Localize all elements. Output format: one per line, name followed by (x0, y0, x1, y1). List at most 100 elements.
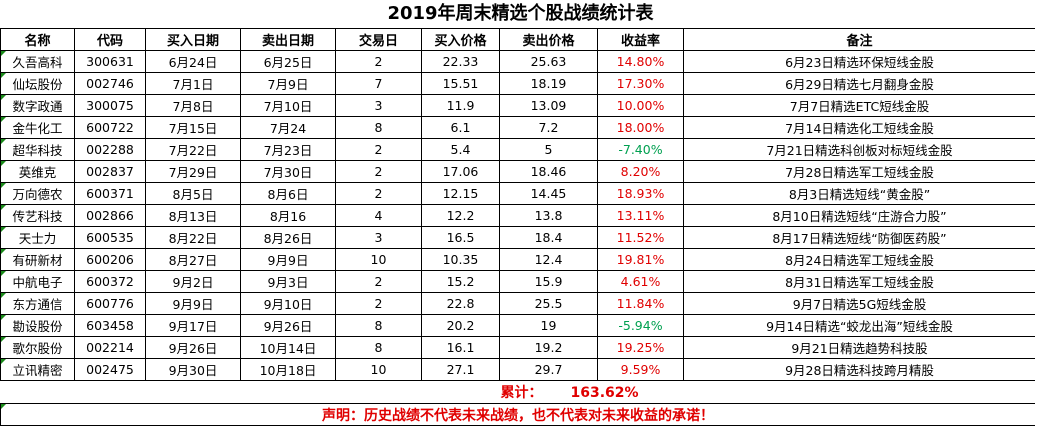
buy-date-cell: 7月1日 (145, 72, 241, 95)
name-cell: 勘设股份 (0, 314, 75, 337)
code-cell: 603458 (74, 314, 146, 337)
name-cell: 金牛化工 (0, 116, 75, 139)
sell-date-cell: 8月6日 (240, 182, 336, 205)
days-cell: 2 (335, 270, 422, 293)
return-cell: 4.61% (597, 270, 684, 293)
buy-date-cell: 7月15日 (145, 116, 241, 139)
header-sell-price: 卖出价格 (499, 28, 598, 51)
header-sell-date: 卖出日期 (240, 28, 336, 51)
buy-date-cell: 9月9日 (145, 292, 241, 315)
buy-date-cell: 7月8日 (145, 94, 241, 117)
sell-price-cell: 29.7 (499, 358, 598, 381)
note-cell: 8月31日精选军工短线金股 (683, 270, 1036, 293)
buy-date-cell: 8月13日 (145, 204, 241, 227)
days-cell: 3 (335, 226, 422, 249)
right-edge (1035, 0, 1041, 429)
name-cell: 传艺科技 (0, 204, 75, 227)
buy-date-cell: 9月30日 (145, 358, 241, 381)
note-cell: 7月21日精选科创板对标短线金股 (683, 138, 1036, 161)
buy-price-cell: 27.1 (421, 358, 500, 381)
buy-price-cell: 17.06 (421, 160, 500, 183)
table-row: 万向德农 600371 8月5日 8月6日 2 12.15 14.45 18.93% 8月3日精… (0, 182, 1036, 205)
name-cell: 天士力 (0, 226, 75, 249)
note-cell: 7月14日精选化工短线金股 (683, 116, 1036, 139)
table-row: 天士力 600535 8月22日 8月26日 3 16.5 18.4 11.52% 8月17日精… (0, 226, 1036, 249)
name-cell: 立讯精密 (0, 358, 75, 381)
return-cell: 9.59% (597, 358, 684, 381)
sell-date-cell: 8月16 (240, 204, 336, 227)
sell-price-cell: 18.19 (499, 72, 598, 95)
table-row: 传艺科技 002866 8月13日 8月16 4 12.2 13.8 13.11% 8月10日精… (0, 204, 1036, 227)
code-cell: 600206 (74, 248, 146, 271)
return-cell: -7.40% (597, 138, 684, 161)
table-row: 东方通信 600776 9月9日 9月10日 2 22.8 25.5 11.84% 9月7日精选… (0, 292, 1036, 315)
return-cell: 18.00% (597, 116, 684, 139)
sell-price-cell: 15.9 (499, 270, 598, 293)
sell-price-cell: 19.2 (499, 336, 598, 359)
sell-date-cell: 10月14日 (240, 336, 336, 359)
note-cell: 9月21日精选趋势科技股 (683, 336, 1036, 359)
table-row: 仙坛股份 002746 7月1日 7月9日 7 15.51 18.19 17.30% 6月29日… (0, 72, 1036, 95)
buy-date-cell: 8月27日 (145, 248, 241, 271)
code-cell: 600535 (74, 226, 146, 249)
sell-price-cell: 19 (499, 314, 598, 337)
sell-date-cell: 7月10日 (240, 94, 336, 117)
buy-date-cell: 7月22日 (145, 138, 241, 161)
code-cell: 002288 (74, 138, 146, 161)
buy-date-cell: 8月5日 (145, 182, 241, 205)
return-cell: 8.20% (597, 160, 684, 183)
disclaimer-text: 声明：历史战绩不代表未来战绩，也不代表对未来收益的承诺！ (0, 403, 1036, 426)
days-cell: 10 (335, 248, 422, 271)
table-row: 久吾高科 300631 6月24日 6月25日 2 22.33 25.63 14.80% 6月2… (0, 50, 1036, 73)
buy-price-cell: 22.33 (421, 50, 500, 73)
table-row: 英维克 002837 7月29日 7月30日 2 17.06 18.46 8.20% 7月28日… (0, 160, 1036, 183)
sell-date-cell: 7月30日 (240, 160, 336, 183)
buy-price-cell: 11.9 (421, 94, 500, 117)
days-cell: 7 (335, 72, 422, 95)
sell-price-cell: 25.5 (499, 292, 598, 315)
buy-price-cell: 15.51 (421, 72, 500, 95)
code-cell: 600722 (74, 116, 146, 139)
note-cell: 8月10日精选短线“庄游合力股” (683, 204, 1036, 227)
code-cell: 600776 (74, 292, 146, 315)
total-row: 累计： 163.62% (1, 381, 1036, 404)
sell-price-cell: 5 (499, 138, 598, 161)
sell-price-cell: 18.4 (499, 226, 598, 249)
header-row: 名称 代码 买入日期 卖出日期 交易日 买入价格 卖出价格 收益率 备注 (0, 28, 1036, 51)
header-buy-price: 买入价格 (421, 28, 500, 51)
code-cell: 002866 (74, 204, 146, 227)
buy-price-cell: 10.35 (421, 248, 500, 271)
sell-date-cell: 9月9日 (240, 248, 336, 271)
name-cell: 歌尔股份 (0, 336, 75, 359)
total-label: 累计： (500, 385, 543, 401)
days-cell: 8 (335, 314, 422, 337)
sell-price-cell: 13.09 (499, 94, 598, 117)
days-cell: 2 (335, 182, 422, 205)
note-cell: 9月14日精选“蛟龙出海”短线金股 (683, 314, 1036, 337)
return-cell: -5.94% (597, 314, 684, 337)
buy-price-cell: 12.2 (421, 204, 500, 227)
code-cell: 002837 (74, 160, 146, 183)
note-cell: 7月7日精选ETC短线金股 (683, 94, 1036, 117)
buy-price-cell: 5.4 (421, 138, 500, 161)
table-row: 立讯精密 002475 9月30日 10月18日 10 27.1 29.7 9.59% 9月28… (0, 358, 1036, 381)
sell-price-cell: 7.2 (499, 116, 598, 139)
days-cell: 10 (335, 358, 422, 381)
sell-date-cell: 9月26日 (240, 314, 336, 337)
days-cell: 2 (335, 160, 422, 183)
name-cell: 久吾高科 (0, 50, 75, 73)
table-row: 有研新材 600206 8月27日 9月9日 10 10.35 12.4 19.81% 8月24… (0, 248, 1036, 271)
code-cell: 002475 (74, 358, 146, 381)
header-return: 收益率 (597, 28, 684, 51)
sell-price-cell: 12.4 (499, 248, 598, 271)
return-cell: 11.52% (597, 226, 684, 249)
code-cell: 300631 (74, 50, 146, 73)
sell-date-cell: 8月26日 (240, 226, 336, 249)
name-cell: 中航电子 (0, 270, 75, 293)
return-cell: 18.93% (597, 182, 684, 205)
buy-date-cell: 7月29日 (145, 160, 241, 183)
return-cell: 19.25% (597, 336, 684, 359)
days-cell: 2 (335, 292, 422, 315)
days-cell: 8 (335, 336, 422, 359)
